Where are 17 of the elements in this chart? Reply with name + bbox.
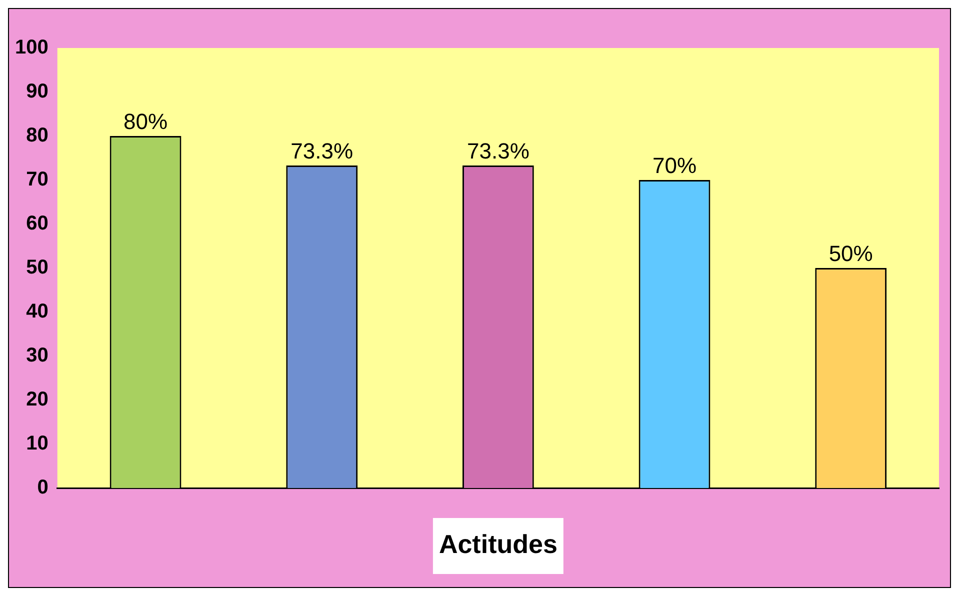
data-label: 80%: [124, 109, 168, 134]
y-tick-label: 70: [26, 168, 48, 191]
data-label: 50%: [828, 241, 873, 266]
x-axis-title: Actitudes: [438, 529, 558, 560]
y-tick-label: 0: [37, 476, 48, 499]
y-tick-label: 40: [26, 300, 48, 323]
data-label: 70%: [652, 153, 697, 178]
data-label: 73.3%: [466, 138, 530, 164]
y-tick-label: 20: [26, 388, 48, 411]
data-label: 73.3%: [290, 138, 354, 164]
y-tick-label: 80: [26, 124, 48, 147]
y-tick-label: 10: [26, 432, 48, 455]
y-tick-label: 30: [26, 344, 48, 367]
y-tick-label: 100: [14, 36, 48, 59]
y-tick-label: 50: [26, 256, 48, 279]
y-tick-label: 60: [26, 212, 48, 235]
y-tick-label: 90: [26, 80, 48, 103]
